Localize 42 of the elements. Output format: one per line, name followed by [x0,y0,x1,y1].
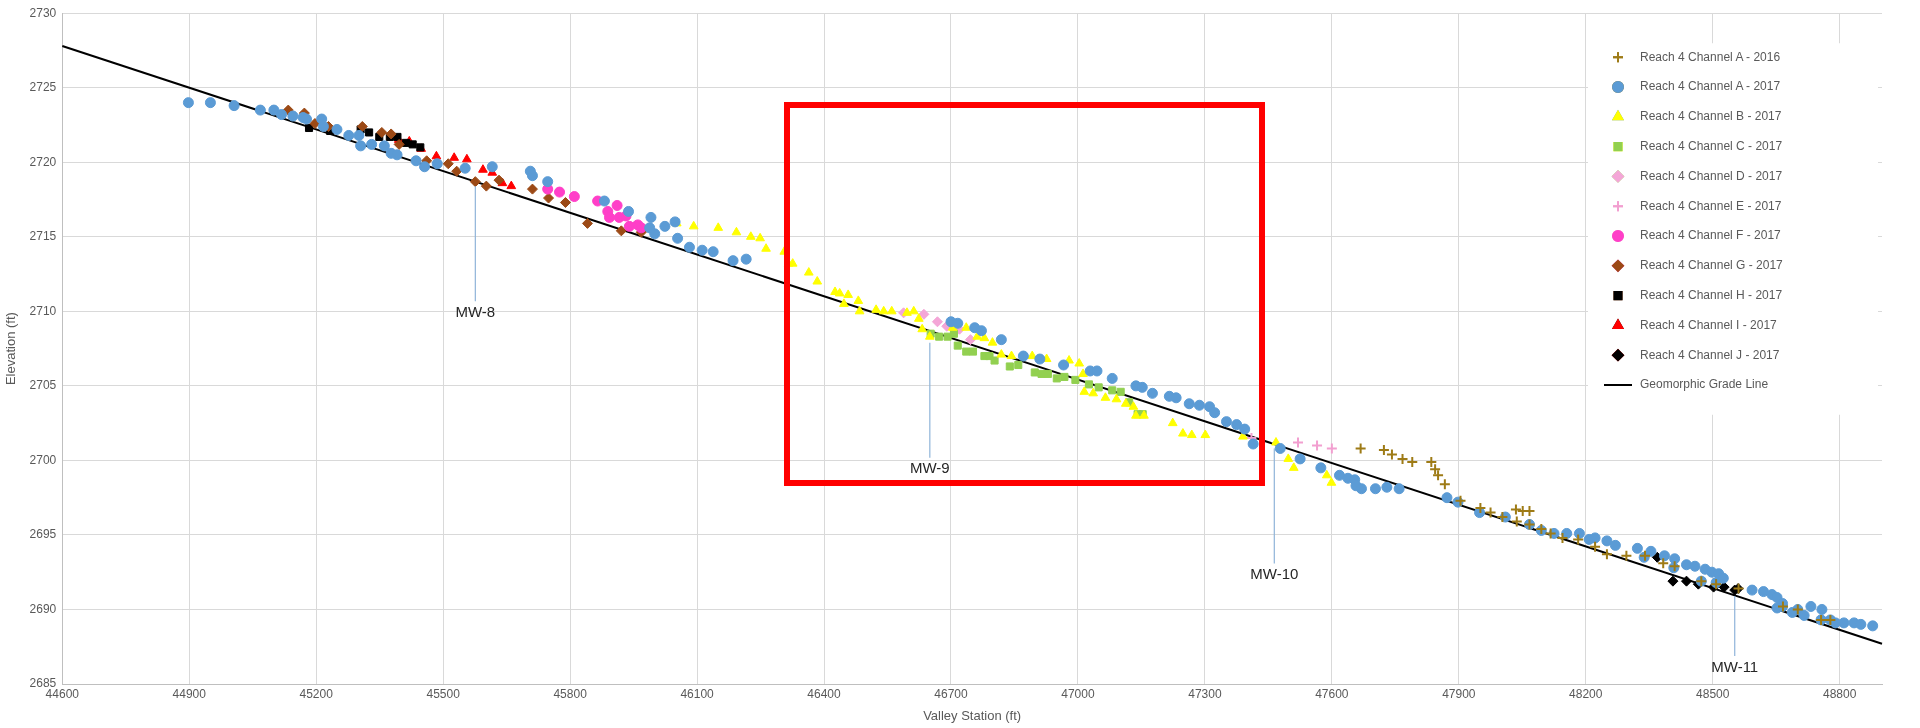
y-tick-label: 2690 [29,601,57,616]
x-tick-label: 45200 [299,686,334,701]
x-tick-label: 45800 [553,686,588,701]
y-tick-label: 2710 [29,303,57,318]
legend-label: Geomorphic Grade Line [1640,377,1769,392]
y-tick-label: 2725 [29,80,57,95]
x-tick-label: 48500 [1696,686,1730,701]
annotation: MW-8 [455,302,496,320]
y-tick-label: 2700 [29,452,57,467]
y-axis-title: Elevation (ft) [3,312,19,386]
legend-label: Reach 4 Channel J - 2017 [1640,347,1780,362]
y-tick-label: 2715 [29,229,57,244]
legend-label: Reach 4 Channel E - 2017 [1640,198,1782,213]
x-tick-label: 45500 [426,686,461,701]
x-tick-label: 48200 [1569,686,1603,701]
legend-label: Reach 4 Channel G - 2017 [1640,258,1784,273]
y-tick-label: 2705 [29,378,57,393]
x-tick-label: 46400 [807,686,842,701]
x-tick-label: 44900 [172,686,207,701]
x-axis-title: Valley Station (ft) [923,707,1022,723]
annotation: MW-10 [1250,565,1299,583]
annotation: MW-11 [1711,657,1759,675]
y-tick-label: 2730 [29,5,57,20]
x-tick-label: 47600 [1315,686,1349,701]
x-tick-label: 44600 [45,686,80,701]
y-tick-label: 2720 [29,154,57,169]
x-tick-label: 48800 [1822,686,1857,701]
legend-label: Reach 4 Channel A - 2017 [1640,79,1781,94]
legend-label: Reach 4 Channel F - 2017 [1640,228,1782,243]
x-tick-label: 46700 [934,686,968,701]
legend-label: Reach 4 Channel B - 2017 [1640,109,1782,124]
annotation: MW-9 [909,459,950,477]
x-tick-label: 47900 [1442,686,1476,701]
x-tick-label: 47300 [1188,686,1222,701]
legend-label: Reach 4 Channel H - 2017 [1640,287,1783,302]
x-tick-label: 47000 [1061,686,1095,701]
legend-label: Reach 4 Channel C - 2017 [1640,138,1783,153]
x-tick-label: 46100 [680,686,715,701]
legend-label: Reach 4 Channel I - 2017 [1640,317,1778,332]
legend-label: Reach 4 Channel D - 2017 [1640,168,1783,183]
y-tick-label: 2695 [29,527,57,542]
legend-label: Reach 4 Channel A - 2016 [1640,49,1781,64]
